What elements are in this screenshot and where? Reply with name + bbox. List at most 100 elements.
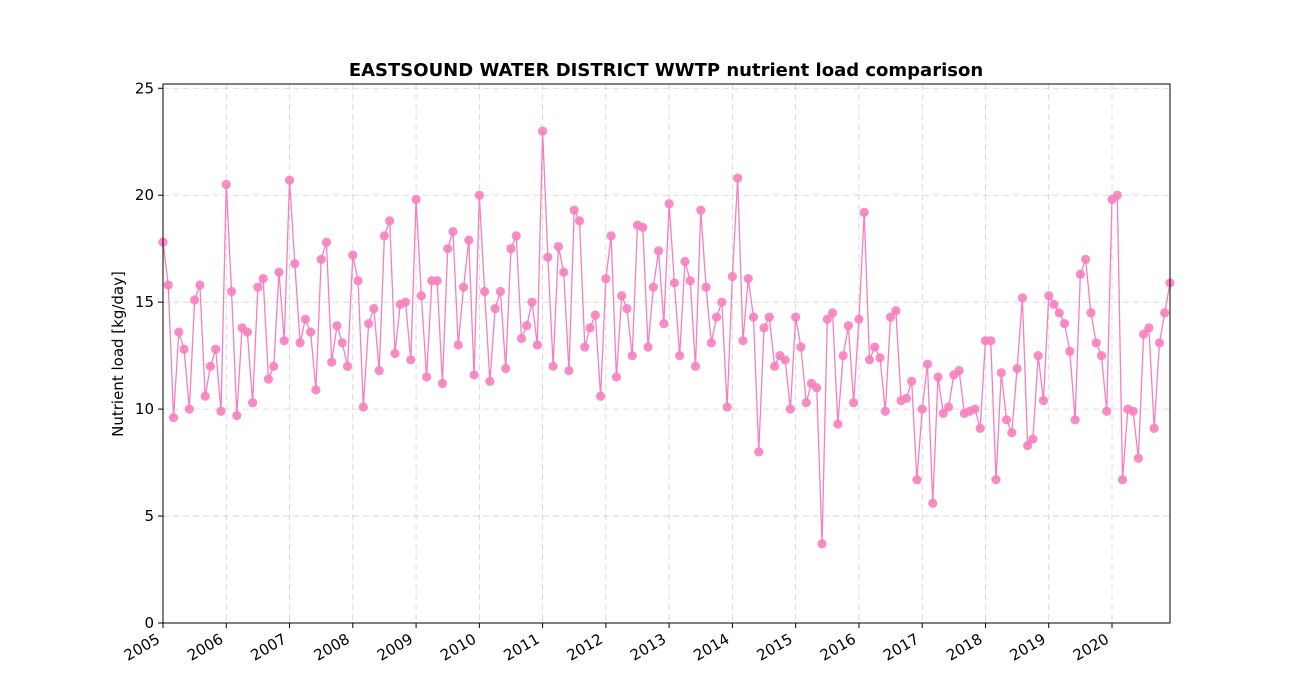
y-tick-label: 15: [135, 293, 154, 311]
data-point: [743, 274, 753, 284]
plot-frame: [162, 83, 1171, 624]
data-point: [675, 351, 685, 361]
data-point: [332, 321, 342, 331]
data-point: [822, 314, 832, 324]
data-point: [1033, 351, 1043, 361]
data-point: [854, 314, 864, 324]
data-point: [179, 344, 189, 354]
data-point: [580, 342, 590, 352]
data-point: [891, 306, 901, 316]
data-point: [1154, 338, 1165, 348]
data-point: [1128, 406, 1138, 416]
data-point: [306, 327, 316, 337]
data-point: [1001, 415, 1012, 425]
data-point: [490, 303, 500, 314]
data-point: [817, 539, 827, 549]
data-point: [696, 205, 706, 215]
grid-layer: [162, 84, 1170, 624]
data-point: [353, 276, 363, 286]
data-point: [543, 252, 553, 262]
data-point: [168, 413, 179, 423]
x-tick-label: 2009: [374, 630, 416, 665]
data-point: [838, 351, 848, 361]
data-point: [1017, 293, 1027, 303]
data-point: [258, 274, 268, 284]
data-point: [653, 246, 664, 256]
data-point: [253, 282, 263, 292]
data-point: [1070, 415, 1080, 425]
data-point: [532, 340, 542, 350]
data-point: [1049, 299, 1059, 309]
data-point: [327, 357, 337, 367]
data-point: [495, 286, 506, 297]
data-point: [506, 244, 516, 254]
data-point: [1065, 346, 1075, 356]
data-point: [211, 344, 221, 354]
data-point: [485, 376, 495, 386]
data-point: [369, 303, 379, 314]
data-point: [764, 312, 774, 322]
y-tick-label: 5: [144, 507, 154, 525]
data-point: [422, 372, 432, 382]
data-point: [263, 374, 274, 384]
data-point: [938, 408, 948, 418]
data-point: [701, 282, 711, 292]
data-point: [1044, 291, 1054, 301]
data-point: [400, 297, 411, 307]
y-tick-label: 0: [144, 614, 154, 632]
data-point: [1038, 395, 1049, 406]
data-point: [374, 366, 384, 376]
y-tick-label: 25: [135, 79, 154, 97]
data-point: [163, 280, 173, 290]
data-point: [1059, 318, 1070, 329]
data-point: [1023, 440, 1033, 451]
data-point: [622, 303, 632, 314]
data-point: [522, 321, 532, 331]
data-point: [922, 359, 933, 369]
data-point: [226, 286, 237, 297]
data-point: [754, 447, 764, 457]
x-tick-label: 2005: [121, 630, 163, 665]
data-point: [1007, 428, 1017, 438]
data-point: [337, 338, 347, 348]
data-point: [559, 267, 569, 277]
data-point: [864, 355, 875, 365]
data-point: [617, 291, 627, 301]
data-point: [195, 280, 205, 290]
data-point: [221, 179, 231, 190]
data-point: [680, 256, 690, 267]
data-point: [1028, 434, 1038, 444]
data-point: [379, 231, 390, 241]
x-tick-label: 2019: [1007, 630, 1049, 665]
data-point: [690, 361, 701, 371]
x-tick-label: 2015: [754, 630, 796, 665]
data-point: [606, 231, 616, 241]
data-point: [627, 351, 637, 361]
data-point: [1102, 406, 1112, 416]
data-point: [711, 312, 722, 322]
data-point: [970, 404, 980, 414]
data-point: [986, 336, 996, 346]
data-point: [659, 318, 669, 329]
data-point: [184, 404, 194, 414]
data-point: [432, 276, 442, 286]
y-axis-label: Nutrient load [kg/day]: [109, 271, 127, 437]
x-tick-label: 2014: [690, 630, 732, 665]
x-tick-label: 2020: [1070, 630, 1112, 665]
data-point: [458, 282, 469, 292]
x-tick-label: 2008: [311, 630, 353, 665]
data-point: [717, 297, 727, 307]
data-point: [453, 340, 463, 350]
chart-title: EASTSOUND WATER DISTRICT WWTP nutrient l…: [349, 60, 983, 81]
data-point: [364, 318, 374, 329]
data-point: [242, 327, 252, 337]
data-point: [954, 366, 964, 376]
x-tick-label: 2007: [247, 630, 289, 665]
data-point: [385, 216, 395, 226]
data-point: [311, 385, 321, 395]
data-point: [1117, 475, 1128, 485]
data-point: [638, 222, 648, 232]
data-point: [791, 312, 801, 322]
data-point: [1149, 423, 1159, 433]
